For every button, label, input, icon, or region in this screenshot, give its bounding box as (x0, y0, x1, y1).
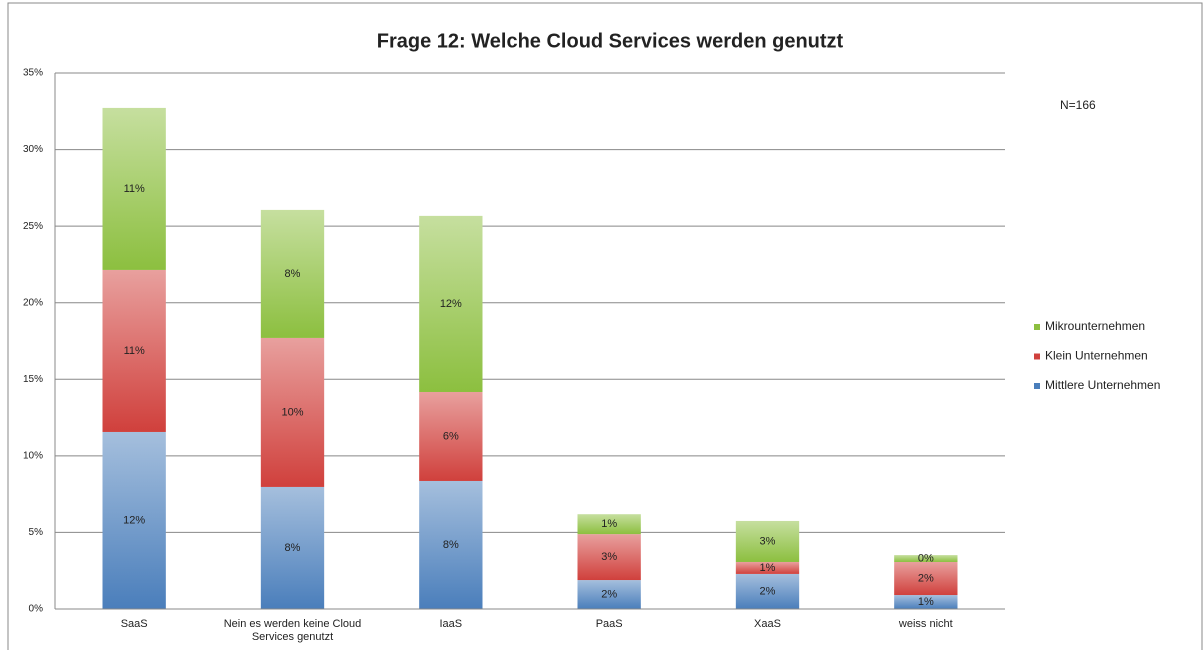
value-label: 1% (760, 562, 776, 574)
x-tick-label: weiss nicht (898, 618, 953, 630)
y-tick-label: 20% (23, 297, 43, 308)
x-tick-label: PaaS (595, 618, 623, 630)
bar-segment (419, 480, 483, 609)
annotation: N=166 (1060, 98, 1096, 112)
bar-segment (260, 486, 325, 609)
value-label: 1% (601, 518, 617, 530)
bar-segment (894, 561, 958, 596)
value-label: 3% (601, 551, 617, 563)
value-label: 8% (285, 268, 301, 280)
chart-frame (7, 2, 1203, 650)
legend-label: Mikrounternehmen (1045, 319, 1145, 333)
bar-segment (102, 107, 166, 270)
value-label: 2% (601, 588, 617, 600)
value-label: 6% (443, 430, 459, 442)
y-tick-label: 35% (23, 68, 43, 79)
bar-segment (894, 595, 958, 609)
legend-marker (1034, 383, 1040, 389)
value-label: 12% (440, 298, 462, 310)
bar-segment (577, 534, 641, 581)
value-label: 11% (124, 183, 145, 195)
x-tick-label: XaaS (754, 618, 781, 630)
value-label: 12% (123, 514, 145, 526)
bar-segment (894, 555, 958, 562)
value-label: 10% (281, 406, 303, 418)
value-label: 1% (918, 596, 934, 608)
value-label: 2% (918, 572, 934, 584)
value-label: 11% (124, 345, 145, 357)
x-tick-label: Nein es werden keine Cloud Services genu… (223, 618, 362, 643)
y-tick-label: 10% (23, 450, 43, 461)
bar-segment (260, 337, 325, 487)
bar-segment (419, 391, 483, 481)
legend-marker (1034, 324, 1040, 330)
value-label: 8% (285, 542, 301, 554)
bar-segment (735, 520, 800, 562)
value-label: 0% (918, 552, 934, 564)
y-tick-label: 25% (23, 221, 43, 232)
chart-title: Frage 12: Welche Cloud Services werden g… (377, 30, 844, 52)
bar-segment (735, 573, 800, 609)
x-tick-label: SaaS (120, 618, 148, 630)
y-tick-label: 0% (29, 604, 44, 615)
y-tick-label: 15% (23, 374, 43, 385)
bar-segment (735, 561, 800, 574)
legend-label: Klein Unternehmen (1045, 349, 1148, 363)
legend-marker (1034, 353, 1040, 360)
bar-segment (577, 580, 641, 609)
bar-segment (102, 431, 166, 609)
legend-label: Mittlere Unternehmen (1045, 378, 1160, 392)
value-label: 3% (760, 535, 776, 547)
y-tick-label: 5% (29, 527, 44, 538)
bar-segment (419, 215, 483, 392)
value-label: 8% (443, 539, 459, 551)
y-tick-label: 30% (23, 144, 43, 155)
value-label: 2% (760, 585, 776, 597)
bar-segment (260, 209, 325, 338)
bar-segment (577, 514, 641, 535)
x-tick-label: IaaS (439, 618, 463, 630)
bar-segment (102, 269, 166, 432)
